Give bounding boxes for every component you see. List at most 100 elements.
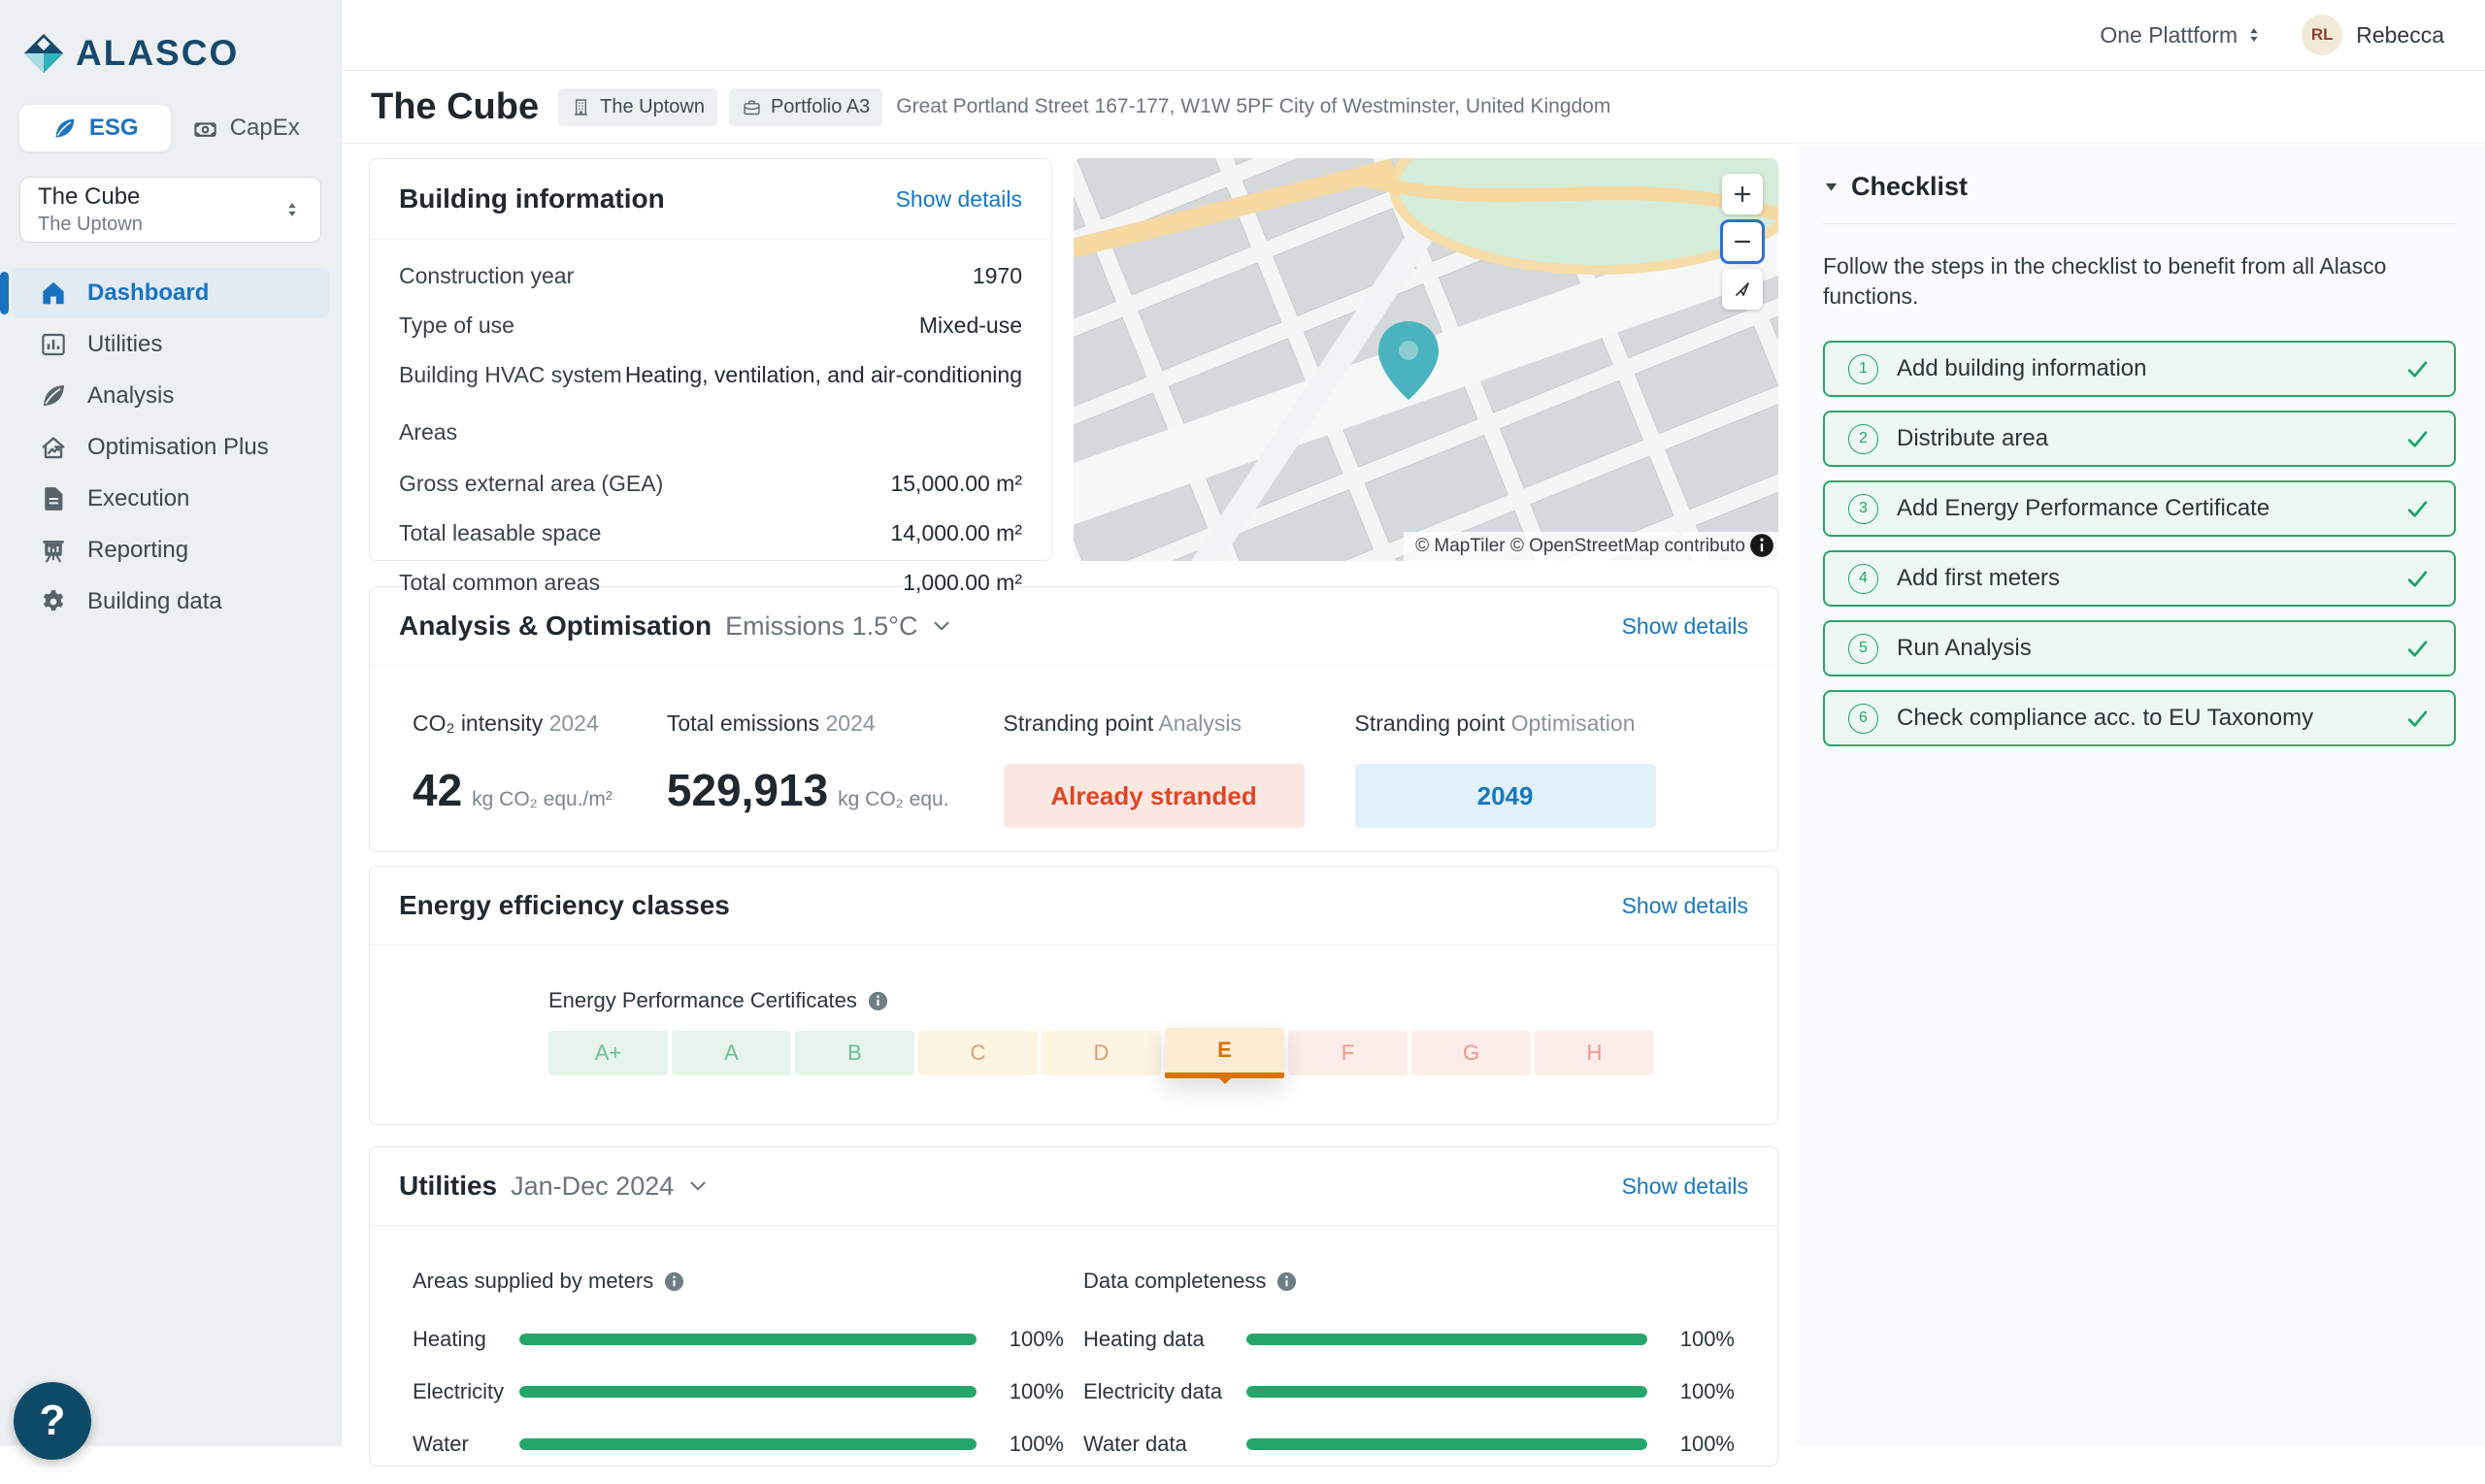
stat-label: Stranding point Optimisation (1355, 710, 1656, 737)
zoom-in-button[interactable] (1722, 174, 1763, 214)
gear-icon (39, 587, 68, 616)
stat-unit: kg CO₂ equ./m² (472, 788, 613, 811)
briefcase-icon (742, 97, 762, 117)
building-info-show-details-link[interactable]: Show details (896, 186, 1022, 213)
check-icon (2404, 566, 2431, 592)
epc-class-e[interactable]: E (1165, 1028, 1284, 1078)
stat-label: Total emissions 2024 (667, 710, 949, 737)
info-row-label: Gross external area (GEA) (399, 471, 663, 497)
sidebar-item-building-data[interactable]: Building data (12, 577, 329, 627)
content: Building information Show details Constr… (342, 145, 2485, 1446)
info-icon[interactable] (867, 990, 889, 1012)
checklist-description: Follow the steps in the checklist to ben… (1823, 251, 2456, 312)
select-arrows-icon (2243, 24, 2265, 46)
utilities-show-details-link[interactable]: Show details (1622, 1173, 1748, 1200)
sidebar-item-utilities[interactable]: Utilities (12, 319, 329, 370)
tab-esg[interactable]: ESG (19, 105, 171, 151)
sidebar-item-label: Building data (87, 588, 222, 615)
step-label: Run Analysis (1897, 635, 2404, 662)
select-arrows-icon (282, 199, 303, 220)
stat-label: Stranding point Analysis (1004, 710, 1305, 737)
checklist-header[interactable]: Checklist (1823, 162, 2456, 202)
building-information-card: Building information Show details Constr… (369, 158, 1052, 561)
user-menu[interactable]: RL Rebecca (2302, 15, 2444, 55)
epc-label: Energy Performance Certificates (548, 988, 857, 1013)
help-button[interactable]: ? (14, 1382, 91, 1460)
house-trend-icon (39, 433, 68, 462)
stat-unit: kg CO₂ equ. (838, 788, 948, 811)
info-row-label: Total leasable space (399, 520, 601, 546)
check-icon (2404, 356, 2431, 382)
zoom-out-button[interactable] (1722, 221, 1763, 262)
sidebar-item-optimisation-plus[interactable]: Optimisation Plus (12, 422, 329, 473)
info-icon (1276, 1270, 1298, 1293)
sidebar-item-execution[interactable]: Execution (12, 474, 329, 524)
analysis-show-details-link[interactable]: Show details (1622, 613, 1748, 640)
building-selector[interactable]: The Cube The Uptown (19, 177, 321, 243)
stat-label: CO₂ intensity 2024 (413, 710, 613, 737)
epc-class-a+[interactable]: A+ (548, 1031, 668, 1075)
utilities-title: Utilities (399, 1171, 497, 1202)
plus-icon (1731, 182, 1754, 206)
tab-capex[interactable]: CapEx (171, 105, 322, 151)
info-row-label: Type of use (399, 313, 514, 339)
epc-class-h[interactable]: H (1535, 1031, 1654, 1075)
info-row-label: Construction year (399, 263, 574, 289)
building-info-title: Building information (399, 183, 665, 214)
sidebar-item-analysis[interactable]: Analysis (12, 371, 329, 421)
info-icon (663, 1270, 685, 1293)
compass-button[interactable] (1722, 269, 1763, 310)
utility-group-label: Areas supplied by meters (413, 1269, 653, 1294)
sidebar-item-label: Reporting (87, 537, 188, 564)
energy-title: Energy efficiency classes (399, 890, 730, 921)
utility-row-label: Electricity (413, 1379, 519, 1404)
areas-heading: Areas (399, 419, 1022, 445)
collapse-triangle-icon (1823, 179, 1839, 195)
map[interactable]: © MapTiler © OpenStreetMap contributo (1074, 158, 1778, 561)
alasco-logo-icon (21, 31, 66, 76)
platform-select[interactable]: One Plattform (2100, 22, 2265, 49)
utility-row-label: Heating data (1083, 1327, 1246, 1352)
sidebar-item-dashboard[interactable]: Dashboard (12, 268, 329, 318)
sidebar-item-reporting[interactable]: Reporting (12, 525, 329, 576)
map-info-icon[interactable] (1749, 533, 1774, 558)
stat-badge: Already stranded (1004, 764, 1305, 828)
epc-class-b[interactable]: B (795, 1031, 914, 1075)
epc-class-a[interactable]: A (672, 1031, 791, 1075)
page-title: The Cube (371, 86, 539, 128)
chevron-down-icon[interactable] (929, 613, 954, 639)
utility-row-label: Water data (1083, 1432, 1246, 1457)
utilities-subtitle: Jan-Dec 2024 (511, 1171, 674, 1202)
checklist-panel: Checklist Follow the steps in the checkl… (1796, 145, 2485, 1446)
info-row-value: Mixed-use (919, 313, 1022, 339)
step-number: 6 (1848, 704, 1878, 734)
epc-class-f[interactable]: F (1288, 1031, 1408, 1075)
sidebar-item-label: Utilities (87, 331, 162, 358)
chevron-down-icon[interactable] (685, 1173, 711, 1199)
document-icon (39, 484, 68, 513)
tag-label: The Uptown (600, 96, 705, 118)
epc-class-g[interactable]: G (1411, 1031, 1531, 1075)
step-label: Distribute area (1897, 425, 2404, 452)
step-label: Add Energy Performance Certificate (1897, 495, 2404, 522)
epc-class-c[interactable]: C (918, 1031, 1038, 1075)
epc-class-d[interactable]: D (1042, 1031, 1161, 1075)
progress-bar (519, 1334, 977, 1345)
energy-show-details-link[interactable]: Show details (1622, 893, 1748, 919)
check-icon (2404, 496, 2431, 522)
